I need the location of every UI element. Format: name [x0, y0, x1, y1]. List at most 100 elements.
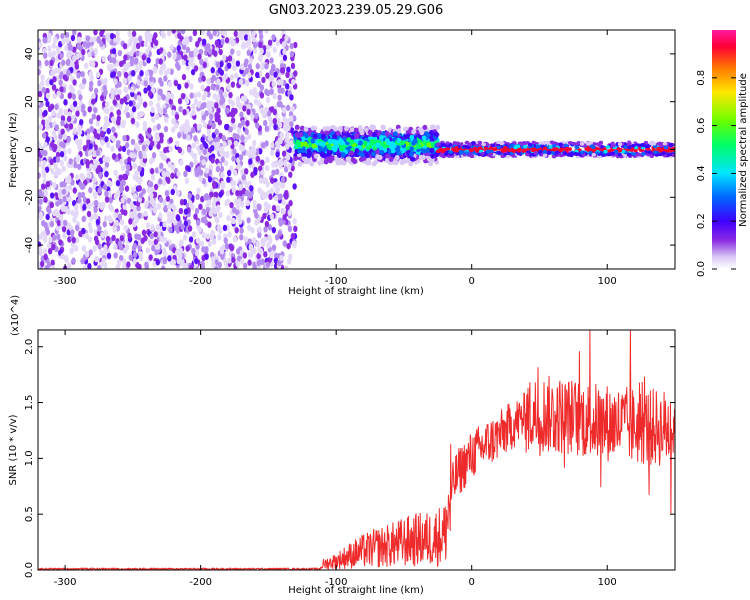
heatmap-cell — [51, 243, 56, 251]
heatmap-cell — [119, 218, 125, 226]
heatmap-cell — [252, 47, 258, 54]
heatmap-cell — [112, 57, 117, 64]
heatmap-cell — [281, 208, 286, 215]
y-tick-label: 2.0 — [24, 339, 35, 355]
heatmap-cell — [597, 143, 602, 147]
heatmap-cell — [255, 155, 260, 162]
heatmap-cell — [176, 170, 181, 178]
heatmap-cell — [199, 58, 204, 66]
heatmap-cell — [203, 194, 208, 201]
heatmap-cell — [331, 138, 337, 145]
heatmap-cell — [64, 31, 70, 39]
heatmap-cell — [257, 226, 262, 233]
heatmap-cell — [92, 212, 97, 220]
heatmap-cell — [104, 107, 110, 115]
heatmap-cell — [647, 150, 653, 155]
heatmap-cell — [269, 69, 274, 76]
heatmap-cell — [289, 42, 294, 50]
heatmap-cell — [247, 72, 252, 79]
heatmap-cell — [252, 42, 258, 49]
heatmap-cell — [129, 201, 134, 208]
heatmap-cell — [60, 120, 65, 127]
heatmap-cell — [92, 176, 97, 184]
heatmap-cell — [200, 84, 205, 92]
heatmap-cell — [429, 129, 434, 136]
heatmap-cell — [58, 239, 63, 246]
heatmap-cell — [558, 148, 564, 153]
heatmap-cell — [172, 53, 177, 60]
y-tick-label: 0.0 — [24, 562, 35, 578]
heatmap-cell — [51, 42, 57, 49]
heatmap-cell — [403, 134, 409, 140]
heatmap-cell — [219, 69, 224, 76]
heatmap-cell — [80, 258, 85, 265]
heatmap-cell — [187, 225, 193, 232]
heatmap-cell — [225, 107, 230, 114]
heatmap-cell — [223, 237, 228, 244]
heatmap-cell — [60, 32, 65, 40]
heatmap-cell — [458, 151, 464, 155]
heatmap-cell — [77, 197, 82, 204]
heatmap-cell — [488, 152, 494, 157]
heatmap-cell — [199, 143, 204, 151]
heatmap-cell — [617, 142, 623, 146]
heatmap-cell — [96, 128, 102, 135]
heatmap-cell — [176, 54, 182, 61]
heatmap-cell — [38, 59, 42, 67]
heatmap-cell — [229, 110, 235, 118]
heatmap-cell — [161, 94, 166, 101]
heatmap-cell — [266, 110, 272, 117]
heatmap-cell — [134, 216, 139, 224]
heatmap-cell — [81, 48, 86, 56]
heatmap-cell — [637, 143, 642, 148]
heatmap-cell — [219, 248, 225, 255]
heatmap-cell — [212, 93, 218, 100]
heatmap-cell — [285, 152, 291, 159]
heatmap-cell — [191, 109, 196, 116]
heatmap-cell — [170, 164, 176, 171]
heatmap-cell — [44, 118, 50, 126]
heatmap-cell — [135, 145, 141, 152]
snr-panel: -300 -200 -100 0 100 0.00.51.01.52.0 Height … — [8, 295, 676, 596]
heatmap-cell — [201, 246, 206, 253]
heatmap-cell — [550, 140, 555, 145]
heatmap-cell — [67, 147, 72, 155]
heatmap-cell — [223, 73, 229, 80]
heatmap-cell — [323, 159, 329, 165]
heatmap-cell — [74, 224, 80, 232]
heatmap-cell — [107, 65, 112, 72]
heatmap-cell — [162, 107, 168, 115]
heatmap-cell — [554, 147, 559, 152]
heatmap-cell — [47, 247, 53, 255]
heatmap-cell — [55, 151, 61, 159]
heatmap-cell — [182, 109, 187, 116]
heatmap-cell — [531, 140, 536, 145]
heatmap-cell — [50, 70, 55, 77]
heatmap-cell — [127, 75, 132, 82]
spectrogram-x-label: Height of straight line (km) — [288, 286, 424, 297]
heatmap-cell — [293, 225, 298, 233]
heatmap-cell — [92, 36, 97, 43]
heatmap-cell — [244, 168, 249, 175]
heatmap-cell — [156, 143, 161, 150]
heatmap-cell — [196, 101, 202, 108]
heatmap-cell — [174, 113, 180, 120]
heatmap-cell — [420, 155, 426, 161]
heatmap-cell — [145, 48, 150, 55]
heatmap-cell — [99, 94, 105, 102]
heatmap-cell — [227, 257, 232, 264]
heatmap-cell — [136, 79, 141, 86]
heatmap-cell — [245, 30, 250, 35]
heatmap-cell — [217, 234, 222, 241]
heatmap-cell — [297, 148, 302, 154]
heatmap-cell — [626, 152, 632, 157]
heatmap-cell — [254, 91, 260, 99]
heatmap-cell — [58, 133, 63, 140]
heatmap-cell — [161, 170, 166, 177]
heatmap-cell — [183, 54, 188, 61]
heatmap-cell — [146, 32, 151, 39]
heatmap-cell — [661, 151, 666, 155]
heatmap-cell — [252, 203, 258, 210]
heatmap-cell — [200, 216, 206, 224]
